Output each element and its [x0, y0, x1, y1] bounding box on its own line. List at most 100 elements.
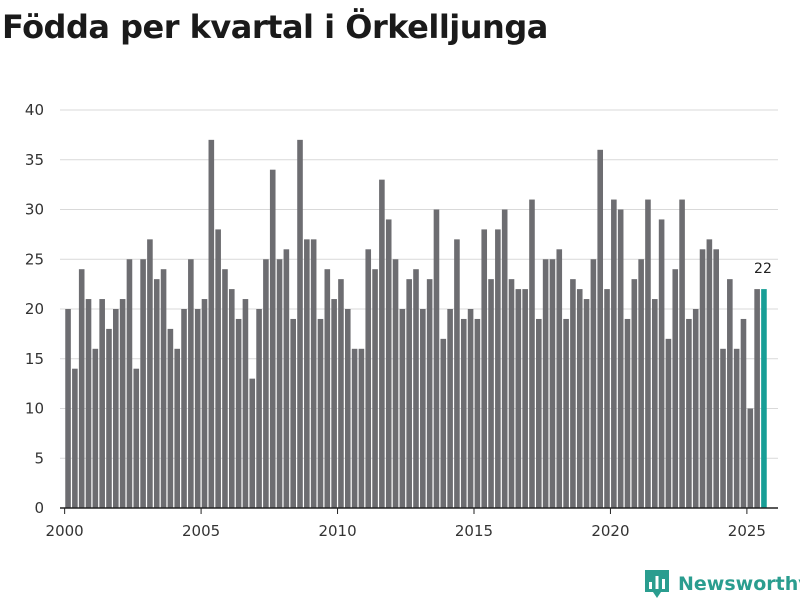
bar	[481, 229, 488, 508]
bar	[713, 249, 719, 509]
bar	[413, 269, 419, 508]
bar	[563, 318, 569, 508]
bar	[460, 318, 467, 508]
bar	[604, 289, 610, 508]
bar	[317, 318, 324, 508]
bar	[665, 338, 672, 508]
bar	[454, 239, 460, 508]
bar	[692, 309, 699, 508]
bar	[529, 199, 535, 509]
bar	[399, 309, 406, 508]
y-tick-label: 20	[25, 300, 44, 318]
bar	[420, 309, 426, 508]
bar	[310, 239, 317, 508]
bar	[597, 149, 604, 509]
x-tick-label: 2025	[728, 522, 766, 540]
bar	[153, 279, 160, 508]
bar	[222, 269, 228, 508]
bar	[583, 299, 590, 508]
bar	[747, 408, 754, 508]
bar	[645, 199, 651, 509]
bar	[133, 368, 140, 508]
bar	[392, 259, 399, 508]
bar	[536, 318, 542, 508]
bar	[406, 279, 412, 508]
bar	[65, 309, 71, 508]
bar	[495, 229, 501, 508]
bar	[686, 318, 692, 508]
bar	[740, 318, 747, 508]
bar	[467, 309, 474, 508]
bar	[447, 309, 453, 508]
y-axis-ticks: 0 5 10 15 20 25 30 35 40	[25, 101, 44, 517]
bar	[188, 259, 194, 508]
bar	[174, 348, 181, 508]
bar	[338, 279, 344, 508]
bar	[699, 249, 706, 509]
bar	[576, 289, 583, 508]
x-tick-label: 2000	[46, 522, 84, 540]
bar	[228, 289, 235, 508]
x-axis-ticks: 2000 2005 2010 2015 2020 2025	[46, 508, 766, 540]
bar	[215, 229, 221, 508]
bar	[283, 249, 290, 509]
bar	[235, 318, 242, 508]
bar	[269, 169, 276, 508]
bar	[160, 269, 167, 508]
bar	[113, 309, 119, 508]
brand-name: Newsworthy	[678, 573, 800, 595]
bar	[304, 239, 310, 508]
x-tick-label: 2010	[318, 522, 356, 540]
bar	[651, 299, 658, 508]
bar	[194, 309, 201, 508]
bar	[92, 348, 99, 508]
bar	[276, 259, 283, 508]
x-tick-label: 2005	[182, 522, 220, 540]
y-tick-label: 15	[25, 350, 44, 368]
bar	[679, 199, 685, 509]
bar	[515, 289, 522, 508]
bar	[181, 309, 187, 508]
bar	[590, 259, 597, 508]
y-tick-label: 35	[25, 151, 44, 169]
bar	[549, 259, 556, 508]
bar	[242, 299, 249, 508]
bar	[570, 279, 576, 508]
bar	[249, 378, 256, 508]
bar	[501, 209, 508, 508]
x-tick-label: 2015	[455, 522, 493, 540]
y-tick-label: 30	[25, 201, 44, 219]
bar	[706, 239, 713, 508]
bar	[542, 259, 549, 508]
y-tick-label: 5	[34, 449, 44, 467]
bar	[365, 249, 372, 509]
bar	[617, 209, 624, 508]
bar	[426, 279, 433, 508]
bar	[208, 139, 215, 508]
bar	[351, 348, 358, 508]
bars	[65, 139, 767, 509]
bar	[106, 328, 112, 508]
y-tick-label: 25	[25, 250, 44, 268]
bar	[263, 259, 269, 508]
bar	[433, 209, 440, 508]
bar	[727, 279, 733, 508]
bar	[638, 259, 644, 508]
bar	[754, 289, 760, 508]
bar	[508, 279, 515, 508]
last-value-label: 22	[754, 261, 772, 277]
bar	[385, 219, 392, 508]
bar	[126, 259, 133, 508]
bar	[140, 259, 146, 508]
chart-title: Födda per kvartal i Örkelljunga	[2, 8, 548, 46]
bar	[119, 299, 126, 508]
bar	[556, 249, 563, 509]
bar	[99, 299, 105, 508]
bar	[372, 269, 378, 508]
bar	[72, 368, 78, 508]
bar	[733, 348, 740, 508]
bar	[440, 338, 447, 508]
bar	[522, 289, 528, 508]
bar	[201, 299, 208, 508]
